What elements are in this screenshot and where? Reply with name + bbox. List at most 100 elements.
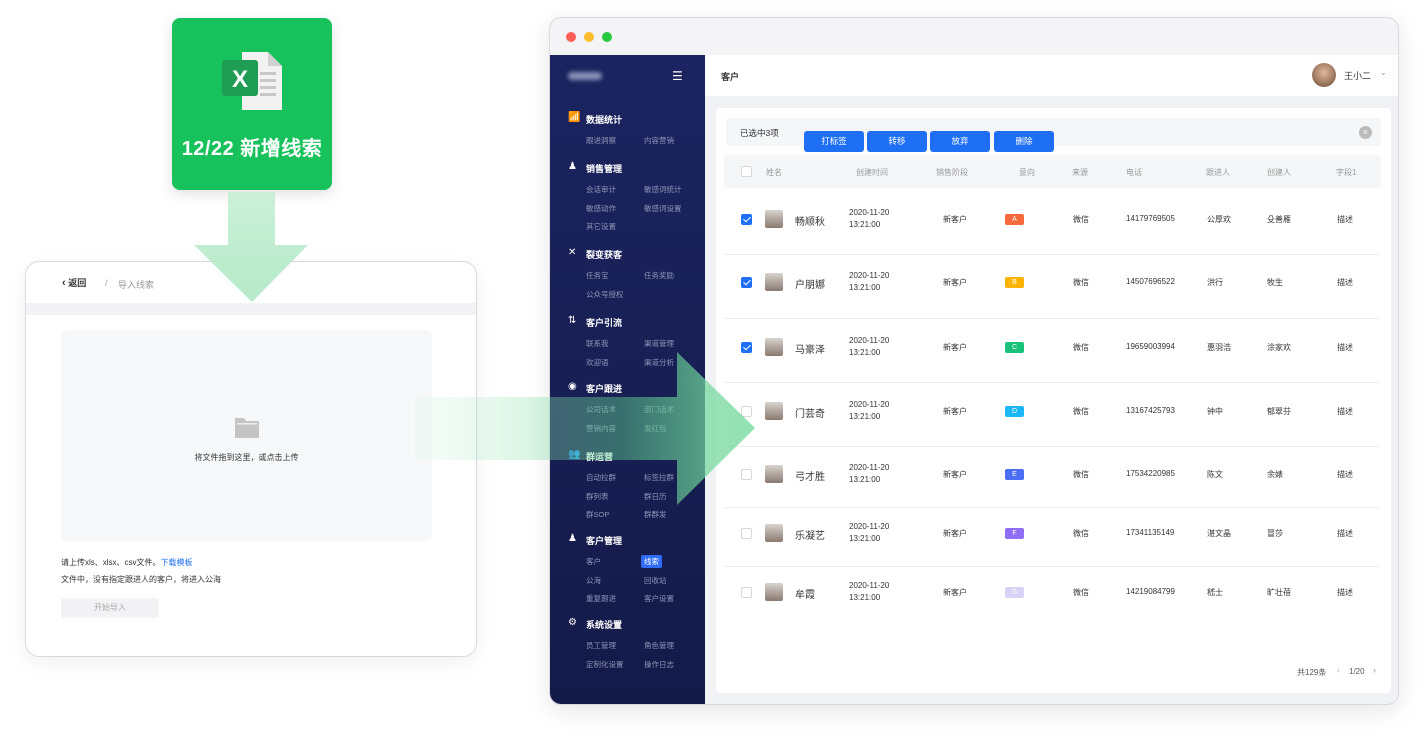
- sidebar-section-1[interactable]: 销售管理: [586, 164, 623, 174]
- row-checkbox[interactable]: [741, 277, 752, 288]
- sidebar-item[interactable]: 跟进洞察: [586, 136, 616, 145]
- prev-page-button[interactable]: ‹: [1337, 665, 1340, 675]
- sidebar-item[interactable]: 会话审计: [586, 185, 616, 194]
- sidebar-item[interactable]: 营销内容: [586, 423, 616, 433]
- source: 微信: [1073, 407, 1089, 416]
- sidebar-item[interactable]: 自动拉群: [586, 473, 616, 482]
- sidebar-item[interactable]: 发红包: [644, 423, 667, 433]
- sidebar-section-7[interactable]: 系统设置: [586, 620, 623, 630]
- sidebar-section-4[interactable]: 客户跟进: [586, 384, 623, 394]
- phone: 14219084799: [1126, 587, 1175, 596]
- action-button-0[interactable]: 打标签: [804, 131, 864, 152]
- window-close-button[interactable]: [566, 32, 576, 42]
- sidebar-item[interactable]: 公众号授权: [586, 289, 624, 299]
- sidebar-item[interactable]: 渠道分析: [644, 357, 674, 367]
- follower: 湛文晶: [1207, 529, 1231, 538]
- sidebar-item[interactable]: 其它设置: [586, 222, 616, 231]
- row-checkbox[interactable]: [741, 406, 752, 417]
- action-button-1[interactable]: 转移: [867, 131, 927, 152]
- source: 微信: [1073, 588, 1089, 597]
- select-all-checkbox[interactable]: [741, 166, 752, 177]
- hint-text: 请上传xls、xlsx、csv文件。: [61, 558, 161, 567]
- follower: 公厚欢: [1207, 215, 1231, 224]
- created-time: 13:21:00: [849, 220, 881, 229]
- phone: 17534220985: [1126, 469, 1175, 478]
- phone: 17341135149: [1126, 528, 1175, 537]
- user-icon: ♟: [568, 161, 577, 172]
- row-checkbox[interactable]: [741, 528, 752, 539]
- sidebar-item[interactable]: 角色管理: [644, 641, 674, 650]
- collapse-menu-icon[interactable]: ☰: [672, 69, 683, 83]
- row-checkbox[interactable]: [741, 214, 752, 225]
- customer-name[interactable]: 乐凝艺: [795, 531, 825, 542]
- field1: 描述: [1337, 529, 1353, 538]
- customer-name[interactable]: 门芸奇: [795, 409, 825, 420]
- sidebar-item[interactable]: 任务宝: [586, 271, 609, 280]
- user-name[interactable]: 王小二: [1344, 71, 1372, 81]
- sidebar-item[interactable]: 任务奖励: [644, 271, 674, 280]
- sidebar-item[interactable]: 群列表: [586, 491, 609, 501]
- customer-name[interactable]: 牟霞: [795, 590, 815, 601]
- action-button-2[interactable]: 放弃: [930, 131, 990, 152]
- sidebar-section-2[interactable]: 裂变获客: [586, 250, 623, 260]
- target-icon: ◉: [568, 381, 577, 392]
- sidebar-item[interactable]: 客户设置: [644, 594, 674, 603]
- sidebar-item[interactable]: 公海: [586, 575, 601, 585]
- sidebar-item[interactable]: 敏感词统计: [644, 185, 682, 194]
- sidebar-item[interactable]: 部门话术: [644, 405, 674, 414]
- sidebar-item[interactable]: 群SOP: [586, 510, 610, 519]
- sidebar-item[interactable]: 联系我: [586, 339, 609, 348]
- customer-name[interactable]: 畅顺秋: [795, 217, 825, 228]
- sidebar-item[interactable]: 渠道管理: [644, 339, 674, 348]
- row-checkbox[interactable]: [741, 342, 752, 353]
- sales-stage: 新客户: [943, 407, 967, 416]
- window-minimize-button[interactable]: [584, 32, 594, 42]
- sidebar-item[interactable]: 敏感动作: [586, 203, 616, 213]
- customer-name[interactable]: 马豪泽: [795, 345, 825, 356]
- sidebar-section-0[interactable]: 数据统计: [586, 115, 623, 125]
- sidebar-section-5[interactable]: 群运营: [586, 452, 614, 462]
- column-header: 销售阶段: [936, 168, 968, 177]
- sidebar-item[interactable]: 定制化设置: [586, 659, 624, 669]
- sidebar-item[interactable]: 客户: [586, 557, 601, 566]
- download-template-link[interactable]: 下载模板: [160, 558, 193, 567]
- sidebar-item[interactable]: 员工管理: [586, 641, 616, 650]
- back-label: 返回: [68, 278, 87, 288]
- excel-file-icon: X: [222, 52, 282, 110]
- avatar[interactable]: [1312, 63, 1336, 87]
- sidebar-item[interactable]: 群日历: [644, 491, 667, 501]
- sidebar-item[interactable]: 线索: [641, 555, 662, 568]
- sidebar-item[interactable]: 回收站: [644, 575, 667, 585]
- sidebar-section-6[interactable]: 客户管理: [586, 536, 623, 546]
- sidebar-item[interactable]: 标签拉群: [644, 473, 674, 482]
- sidebar-item[interactable]: 欢迎语: [586, 357, 609, 367]
- row-checkbox[interactable]: [741, 469, 752, 480]
- back-button[interactable]: ‹ 返回: [62, 276, 86, 289]
- next-page-button[interactable]: ›: [1373, 665, 1376, 675]
- column-header: 姓名: [766, 168, 782, 177]
- upload-dropzone[interactable]: 将文件拖到这里，或点击上传: [61, 330, 432, 541]
- row-checkbox[interactable]: [741, 587, 752, 598]
- logo: [568, 72, 602, 80]
- sidebar-item[interactable]: 重复跟进: [586, 594, 616, 603]
- start-import-button[interactable]: 开始导入: [61, 598, 159, 618]
- customer-name[interactable]: 户朋娜: [795, 280, 825, 291]
- sidebar-item[interactable]: 群群发: [644, 510, 667, 519]
- created-time: 13:21:00: [849, 348, 881, 357]
- window-maximize-button[interactable]: [602, 32, 612, 42]
- sidebar-item[interactable]: 操作日志: [644, 659, 674, 669]
- clear-selection-icon[interactable]: ×: [1359, 126, 1372, 139]
- source: 微信: [1073, 343, 1089, 352]
- created-time: 13:21:00: [849, 534, 881, 543]
- sidebar-item[interactable]: 公司话术: [586, 405, 616, 414]
- chevron-down-icon[interactable]: ⌄: [1380, 68, 1387, 77]
- creator: 旷壮蓓: [1267, 588, 1291, 597]
- sidebar-item[interactable]: 内容营销: [644, 136, 674, 145]
- action-button-3[interactable]: 删除: [994, 131, 1054, 152]
- excel-card-title: 12/22 新增线索: [181, 138, 323, 160]
- upload-hint: 请上传xls、xlsx、csv文件。下载模板: [61, 557, 193, 568]
- sidebar-section-3[interactable]: 客户引流: [586, 318, 623, 328]
- customer-name[interactable]: 弓才胜: [795, 472, 825, 483]
- sidebar-item[interactable]: 敏感词设置: [644, 203, 682, 213]
- row-divider: [724, 565, 1379, 567]
